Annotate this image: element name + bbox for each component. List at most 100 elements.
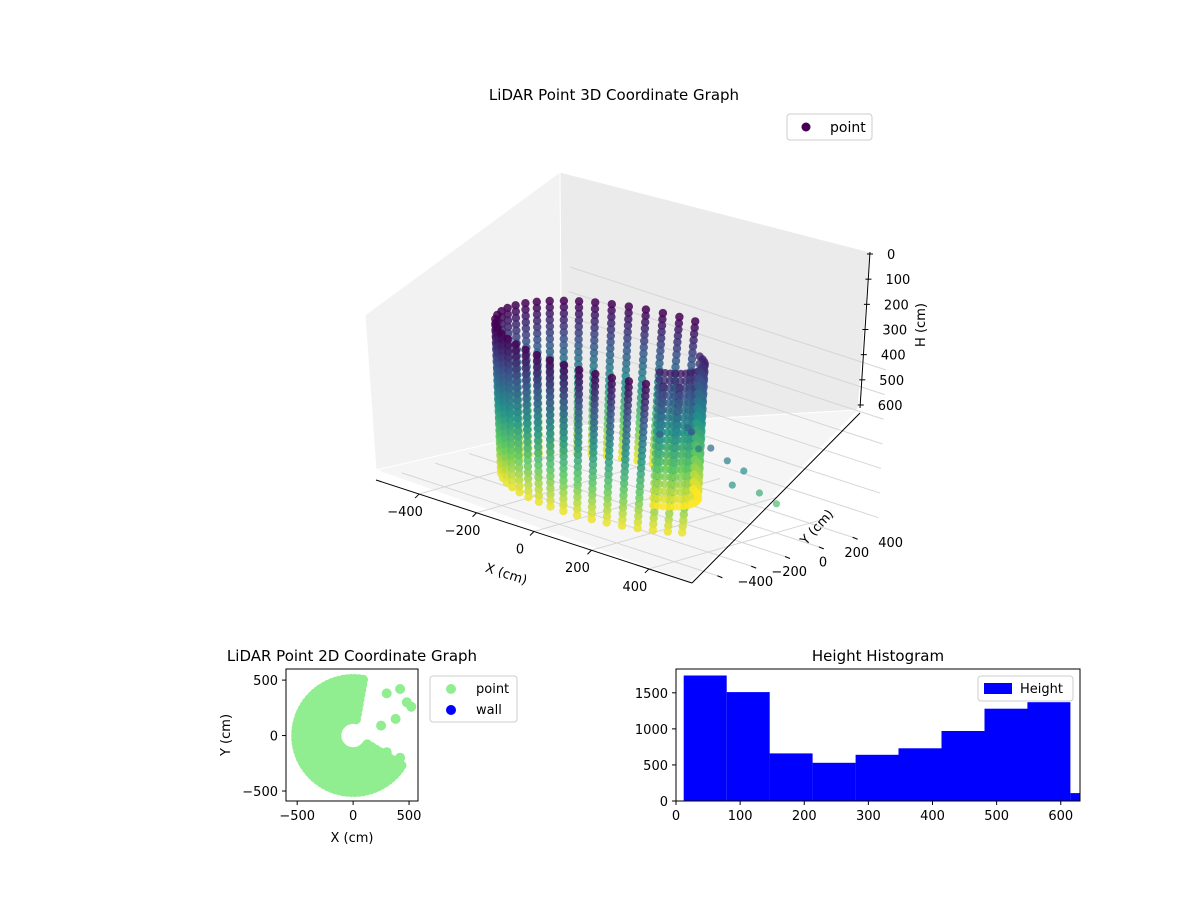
data-point (635, 493, 644, 503)
data-point (533, 399, 542, 409)
data-point (605, 434, 614, 443)
histogram-bar (1070, 793, 1080, 801)
data-point (728, 481, 736, 489)
data-point (674, 319, 684, 328)
data-point (534, 485, 543, 494)
data-point (589, 430, 598, 439)
z-tick-label: 600 (878, 399, 903, 414)
data-point (664, 521, 673, 530)
data-point (655, 359, 664, 368)
data-point (507, 452, 516, 461)
data-point (559, 464, 568, 473)
data-point (707, 444, 715, 452)
grid-line (566, 340, 883, 445)
data-point (590, 317, 599, 326)
data-point (532, 303, 542, 313)
data-point (689, 336, 698, 345)
data-point (503, 334, 512, 344)
data-point (723, 457, 731, 465)
x-tick-mark (472, 512, 477, 518)
data-point (522, 419, 532, 428)
data-point (638, 439, 647, 449)
data-point (574, 347, 583, 357)
z-tick-label: 400 (881, 349, 906, 364)
legend-2d: point wall (429, 675, 518, 723)
data-point (639, 415, 649, 425)
data-point (523, 443, 532, 453)
data-point (559, 403, 568, 412)
data-point (546, 465, 555, 475)
grid-line (568, 291, 885, 396)
x-tick-label: 0 (349, 809, 357, 824)
data-point (521, 370, 531, 379)
y-axis-ticks-histogram: 0 500 1000 1500 (635, 687, 676, 810)
y-tick-label: 500 (253, 674, 278, 689)
data-point (559, 315, 568, 324)
data-point (546, 435, 555, 444)
data-point (634, 499, 644, 509)
data-point (672, 350, 681, 359)
data-point (772, 500, 781, 508)
data-point (573, 444, 583, 453)
data-point (574, 432, 583, 441)
data-point (546, 478, 555, 487)
data-point (589, 424, 599, 433)
grid-3d (401, 266, 887, 577)
x-tick-label: 100 (728, 809, 753, 824)
y-axis-ticks-3d: −400−200 0 200 400 (717, 536, 903, 590)
data-point (573, 474, 582, 484)
data-point (574, 377, 584, 387)
data-point (619, 479, 629, 488)
data-point (603, 506, 612, 515)
legend-histogram-swatch (984, 683, 1012, 694)
y-tick-mark (818, 546, 825, 550)
plot-area-histogram (675, 668, 1081, 802)
data-point (521, 376, 531, 385)
chart-3d: LiDAR Point 3D Coordinate Graph −400−200… (364, 86, 929, 595)
x-tick-mark (529, 531, 535, 536)
data-point (559, 506, 568, 516)
data-point (624, 302, 633, 311)
histogram-bar (855, 754, 899, 801)
data-point (633, 517, 643, 527)
point-marker (390, 713, 401, 724)
data-point (545, 410, 555, 420)
data-point (559, 309, 569, 318)
data-point (523, 456, 532, 465)
data-point (523, 474, 533, 483)
data-point (591, 369, 600, 379)
data-point (590, 394, 599, 403)
data-point (607, 300, 616, 309)
data-point (621, 365, 631, 374)
legend-2d-marker-point (446, 684, 456, 694)
data-point (622, 340, 632, 349)
y-axis-line (691, 412, 861, 584)
data-point (533, 424, 543, 433)
data-point (590, 310, 600, 320)
data-point (521, 318, 530, 327)
data-point (604, 476, 613, 485)
data-point (521, 311, 530, 321)
data-point (532, 297, 541, 306)
data-point (545, 380, 555, 389)
y-axis-ticks-2d: −500 0 500 (242, 674, 286, 800)
data-point (663, 527, 672, 536)
data-point (533, 381, 542, 390)
data-point (533, 341, 542, 351)
data-point (511, 307, 520, 316)
data-point (621, 443, 630, 452)
data-point (559, 452, 568, 461)
point-marker (395, 684, 406, 694)
data-point (688, 342, 698, 351)
data-point (665, 509, 674, 518)
data-point (649, 513, 658, 523)
data-point (590, 388, 599, 397)
data-point (590, 406, 599, 415)
histogram-title: Height Histogram (812, 647, 944, 665)
data-point (545, 386, 555, 395)
data-point (573, 450, 583, 459)
data-point (574, 371, 584, 381)
legend-3d-frame (786, 113, 873, 141)
data-point (545, 328, 555, 337)
data-point (532, 350, 542, 360)
